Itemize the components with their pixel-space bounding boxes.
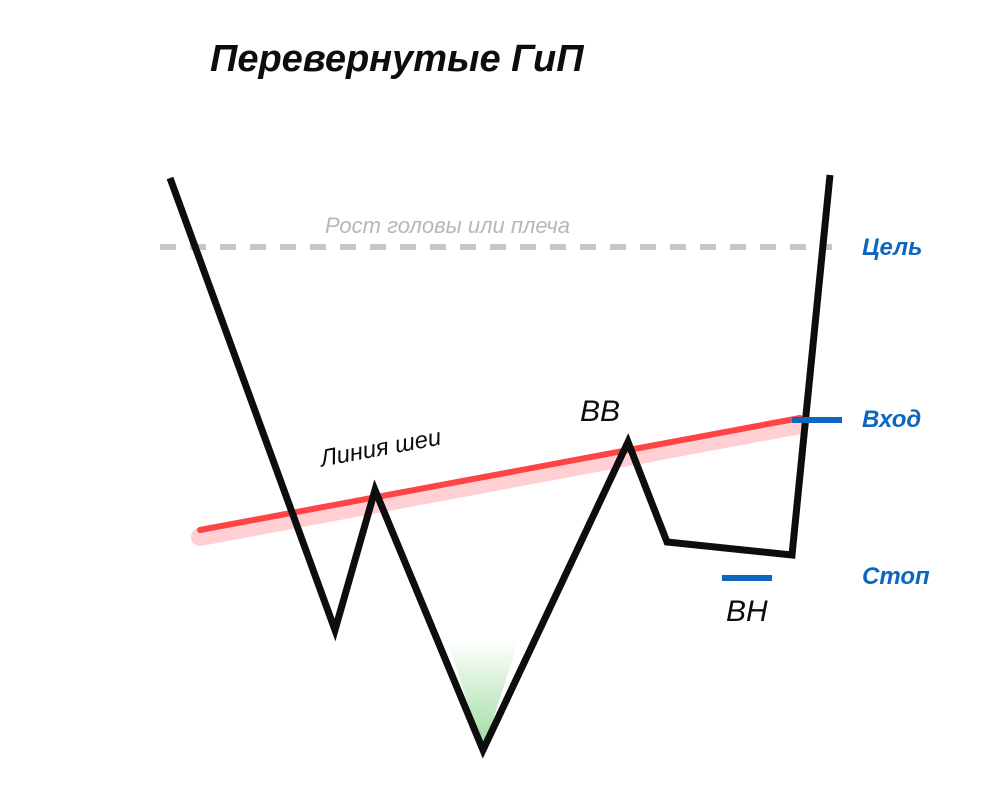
bb-label: BB <box>580 395 620 429</box>
bn-label: BH <box>726 595 768 629</box>
target-note-label: Рост головы или плеча <box>325 213 570 239</box>
target-label: Цель <box>862 234 922 262</box>
stop-label: Стоп <box>862 563 930 591</box>
chart-container <box>0 0 1000 800</box>
entry-label: Вход <box>862 406 921 434</box>
neckline-glow <box>200 425 800 537</box>
chart-svg <box>0 0 1000 800</box>
